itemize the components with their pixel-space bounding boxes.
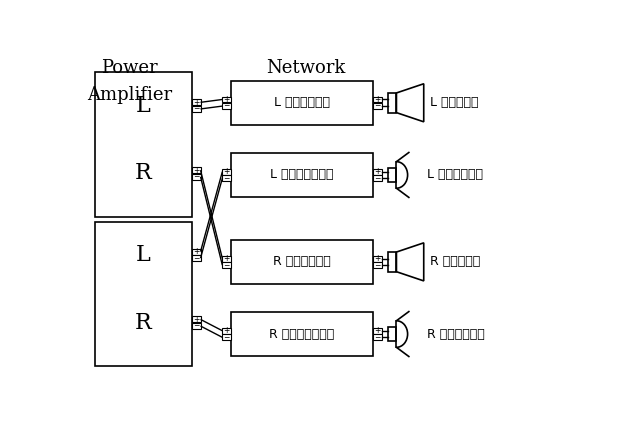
Text: L: L — [136, 95, 150, 117]
FancyBboxPatch shape — [372, 256, 381, 262]
Text: +: + — [193, 166, 199, 175]
FancyBboxPatch shape — [231, 81, 372, 125]
FancyBboxPatch shape — [231, 240, 372, 284]
FancyBboxPatch shape — [222, 262, 231, 268]
FancyBboxPatch shape — [191, 249, 200, 254]
FancyBboxPatch shape — [222, 103, 231, 109]
Text: +: + — [374, 95, 380, 104]
FancyBboxPatch shape — [372, 328, 381, 334]
Text: +: + — [193, 247, 199, 256]
FancyBboxPatch shape — [372, 169, 381, 175]
Text: +: + — [223, 254, 230, 263]
Text: Amplifier: Amplifier — [87, 86, 172, 104]
Text: −: − — [193, 254, 199, 263]
Text: R ウーファー用: R ウーファー用 — [273, 255, 331, 268]
FancyBboxPatch shape — [191, 167, 200, 173]
FancyBboxPatch shape — [222, 328, 231, 334]
Polygon shape — [396, 84, 424, 122]
FancyBboxPatch shape — [388, 252, 396, 272]
Text: +: + — [374, 254, 380, 263]
Text: Power: Power — [101, 59, 158, 78]
Text: +: + — [374, 167, 380, 176]
FancyBboxPatch shape — [372, 334, 381, 340]
FancyBboxPatch shape — [95, 222, 191, 366]
Text: R: R — [135, 312, 152, 334]
Text: −: − — [223, 333, 230, 342]
Text: +: + — [193, 98, 199, 107]
FancyBboxPatch shape — [191, 99, 200, 105]
Text: −: − — [223, 101, 230, 111]
FancyBboxPatch shape — [191, 106, 200, 112]
Text: −: − — [374, 174, 380, 183]
FancyBboxPatch shape — [222, 176, 231, 181]
Text: R ウーファー: R ウーファー — [429, 255, 480, 268]
FancyBboxPatch shape — [222, 334, 231, 340]
Text: L トゥイーター用: L トゥイーター用 — [270, 168, 333, 181]
Text: −: − — [193, 104, 199, 113]
FancyBboxPatch shape — [372, 103, 381, 109]
FancyBboxPatch shape — [388, 93, 396, 112]
FancyBboxPatch shape — [388, 327, 396, 341]
FancyBboxPatch shape — [222, 256, 231, 262]
Text: Network: Network — [266, 59, 346, 78]
FancyBboxPatch shape — [372, 97, 381, 102]
FancyBboxPatch shape — [231, 153, 372, 197]
Text: −: − — [374, 333, 380, 342]
Polygon shape — [396, 243, 424, 281]
Text: L ウーファー: L ウーファー — [429, 96, 478, 109]
FancyBboxPatch shape — [372, 262, 381, 268]
Text: +: + — [223, 95, 230, 104]
Text: R トゥイーター: R トゥイーター — [428, 328, 485, 340]
Text: R: R — [135, 162, 152, 184]
FancyBboxPatch shape — [191, 174, 200, 180]
FancyBboxPatch shape — [95, 72, 191, 217]
Text: L トゥイーター: L トゥイーター — [428, 168, 483, 181]
Text: L: L — [136, 244, 150, 266]
FancyBboxPatch shape — [191, 317, 200, 322]
Text: R トゥイーター用: R トゥイーター用 — [269, 328, 335, 340]
FancyBboxPatch shape — [222, 169, 231, 175]
Text: −: − — [193, 322, 199, 331]
Text: +: + — [223, 326, 230, 335]
FancyBboxPatch shape — [191, 323, 200, 329]
Text: L ウーファー用: L ウーファー用 — [274, 96, 330, 109]
Text: +: + — [374, 326, 380, 335]
FancyBboxPatch shape — [222, 97, 231, 102]
Text: −: − — [223, 261, 230, 270]
Text: −: − — [223, 174, 230, 183]
FancyBboxPatch shape — [388, 167, 396, 182]
FancyBboxPatch shape — [372, 176, 381, 181]
Text: −: − — [374, 101, 380, 111]
Text: +: + — [223, 167, 230, 176]
FancyBboxPatch shape — [231, 312, 372, 356]
Text: +: + — [193, 315, 199, 324]
Text: −: − — [374, 261, 380, 270]
Text: −: − — [193, 172, 199, 181]
FancyBboxPatch shape — [191, 255, 200, 261]
